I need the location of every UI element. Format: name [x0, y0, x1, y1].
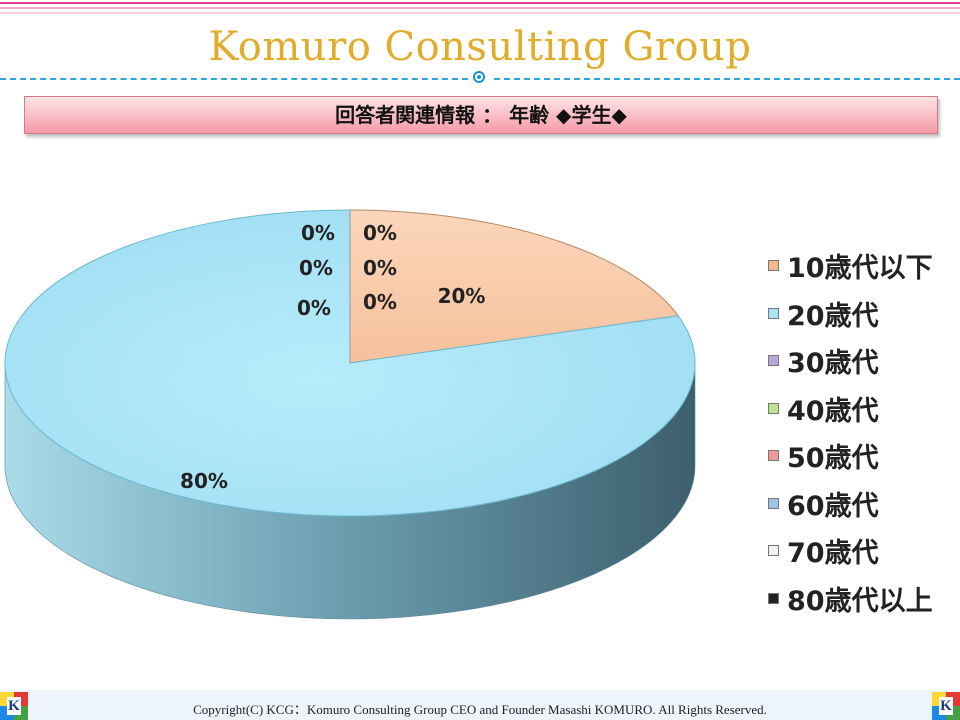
- data-label-1: 20%: [438, 284, 486, 308]
- footer-bar: [0, 690, 960, 720]
- legend-swatch-5: [768, 450, 779, 462]
- legend-item-6: 60歳代: [768, 480, 933, 528]
- data-label-5: 0%: [299, 256, 333, 280]
- legend-swatch-1: [768, 260, 779, 272]
- legend-swatch-6: [768, 497, 779, 509]
- brand-title: Komuro Consulting Group: [208, 24, 752, 70]
- top-decorative-stripe: [0, 0, 960, 18]
- legend-label-1: 10歳代以下: [787, 253, 933, 285]
- divider-dashed-left: [0, 78, 468, 80]
- pie-slice-2: [4, 209, 696, 517]
- kcg-logo-right: K: [932, 692, 960, 720]
- legend-item-8: 80歳代以上: [768, 575, 933, 623]
- legend-swatch-7: [768, 545, 779, 557]
- data-label-4: 0%: [363, 221, 397, 245]
- legend-label-5: 50歳代: [787, 443, 879, 475]
- legend-item-4: 40歳代: [768, 385, 933, 433]
- pie-slice-1: [349, 209, 680, 364]
- data-label-3: 0%: [301, 221, 335, 245]
- legend-swatch-3: [768, 355, 779, 367]
- legend-swatch-8: [768, 592, 779, 604]
- legend-item-3: 30歳代: [768, 337, 933, 385]
- divider-dashed-right: [494, 78, 960, 80]
- legend-label-6: 60歳代: [787, 490, 879, 522]
- legend-label-7: 70歳代: [787, 538, 879, 570]
- slide-subtitle: 回答者関連情報 ： 年齢 ◆学生◆: [24, 96, 938, 134]
- chart-legend: 10歳代以下 20歳代 30歳代 40歳代 50歳代 60歳代 70歳代 80歳代以上: [768, 242, 933, 622]
- legend-label-8: 80歳代以上: [787, 585, 933, 617]
- kcg-logo-left: K: [0, 692, 28, 720]
- legend-item-1: 10歳代以下: [768, 242, 933, 290]
- copyright-notice: Copyright(C) KCG：Komuro Consulting Group…: [193, 702, 767, 717]
- legend-item-5: 50歳代: [768, 432, 933, 480]
- data-label-2: 80%: [180, 469, 228, 493]
- legend-item-2: 20歳代: [768, 290, 933, 338]
- legend-label-4: 40歳代: [787, 395, 879, 427]
- legend-swatch-4: [768, 402, 779, 414]
- divider-ring-icon: [473, 71, 485, 83]
- legend-item-7: 70歳代: [768, 527, 933, 575]
- pie-chart: 20% 80% 0% 0% 0% 0% 0% 0%: [4, 209, 696, 620]
- data-label-6: 0%: [363, 256, 397, 280]
- data-label-7: 0%: [297, 296, 331, 320]
- legend-label-3: 30歳代: [787, 348, 879, 380]
- legend-label-2: 20歳代: [787, 300, 879, 332]
- legend-swatch-2: [768, 307, 779, 319]
- data-label-8: 0%: [363, 290, 397, 314]
